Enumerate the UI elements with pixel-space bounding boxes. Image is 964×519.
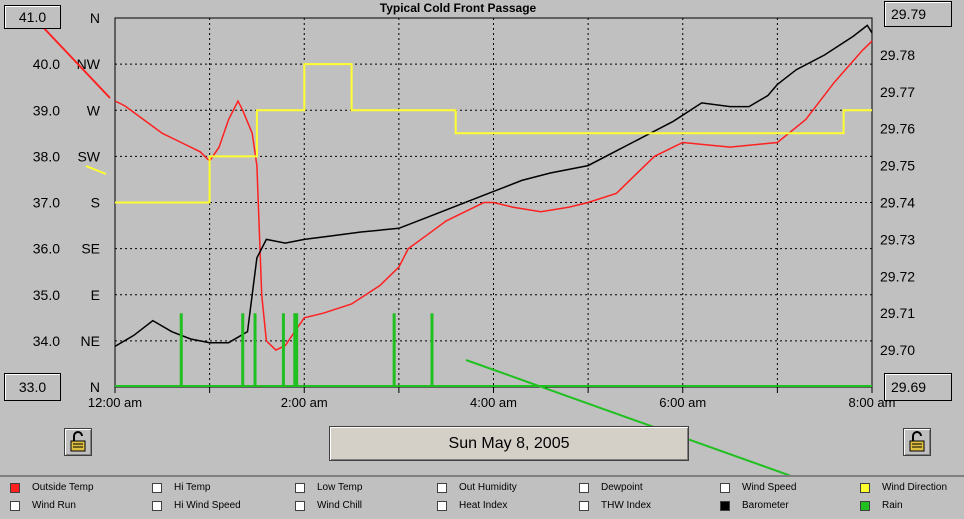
- legend-label: Wind Direction: [882, 482, 948, 493]
- x-tick-label: 4:00 am: [470, 395, 517, 410]
- wind-trend-indicator: [85, 165, 107, 175]
- legend-swatch[interactable]: [295, 483, 305, 493]
- legend-swatch[interactable]: [437, 483, 447, 493]
- legend-swatch[interactable]: [579, 483, 589, 493]
- legend-swatch[interactable]: [860, 501, 870, 511]
- x-tick-label: 2:00 am: [281, 395, 328, 410]
- padlock-icon: [70, 431, 86, 452]
- left-top-value: 41.0: [4, 5, 61, 29]
- legend-swatch[interactable]: [579, 501, 589, 511]
- y-direction-tick-label: NE: [81, 333, 100, 349]
- barometer-line: [114, 24, 873, 348]
- chart-title: Typical Cold Front Passage: [379, 1, 537, 15]
- legend-swatch[interactable]: [720, 483, 730, 493]
- x-tick-label: 12:00 am: [88, 395, 142, 410]
- y-direction-tick-label: N: [90, 379, 100, 395]
- wind-direction-line: [115, 63, 872, 204]
- legend-swatch[interactable]: [295, 501, 305, 511]
- y-direction-tick-label: W: [87, 102, 101, 118]
- legend-label: Barometer: [742, 500, 789, 511]
- padlock-icon: [909, 431, 925, 452]
- legend-label: THW Index: [601, 500, 652, 511]
- y-direction-tick-label: NW: [77, 56, 101, 72]
- grid-lines: [114, 18, 873, 393]
- legend-label: Outside Temp: [32, 482, 94, 493]
- date-button[interactable]: Sun May 8, 2005: [329, 426, 689, 461]
- legend-label: Low Temp: [317, 482, 363, 493]
- right-lock-icon[interactable]: [903, 428, 931, 456]
- x-tick-label: 6:00 am: [659, 395, 706, 410]
- legend-label: Rain: [882, 500, 903, 511]
- left-bottom-value: 33.0: [4, 373, 61, 401]
- legend-swatch[interactable]: [152, 501, 162, 511]
- y-right-tick-label: 29.70: [880, 342, 915, 358]
- legend-label: Dewpoint: [601, 482, 643, 493]
- outside-temp-line: [114, 40, 873, 352]
- rain-series: [115, 313, 872, 387]
- legend-label: Wind Run: [32, 500, 76, 511]
- y-right-tick-label: 29.77: [880, 84, 915, 100]
- y-left-tick-label: 36.0: [33, 241, 60, 257]
- x-tick-label: 8:00 am: [849, 395, 896, 410]
- y-left-tick-label: 38.0: [33, 148, 60, 164]
- y-left-tick-label: 40.0: [33, 56, 60, 72]
- right-top-value: 29.79: [884, 1, 952, 27]
- y-direction-tick-label: SW: [77, 148, 100, 164]
- left-lock-icon[interactable]: [64, 428, 92, 456]
- legend-swatch[interactable]: [720, 501, 730, 511]
- y-direction-tick-label: E: [91, 287, 100, 303]
- y-right-tick-label: 29.72: [880, 268, 915, 284]
- y-left-tick-label: 34.0: [33, 333, 60, 349]
- y-right-tick-label: 29.73: [880, 231, 915, 247]
- legend-label: Wind Speed: [742, 482, 797, 493]
- chart-plot: 12:00 am 2:00 am 4:00 am 6:00 am 8:00 am 40.0…: [33, 10, 931, 475]
- y-direction-tick-label: SE: [81, 241, 100, 257]
- legend-label: Out Humidity: [459, 482, 517, 493]
- y-right-tick-label: 29.78: [880, 47, 915, 63]
- legend-swatch[interactable]: [860, 483, 870, 493]
- legend-swatch[interactable]: [152, 483, 162, 493]
- legend-label: Hi Temp: [174, 482, 211, 493]
- y-direction-tick-label: S: [91, 195, 100, 211]
- y-right-tick-label: 29.74: [880, 195, 915, 211]
- y-direction-tick-label: N: [90, 10, 100, 26]
- y-left-tick-label: 35.0: [33, 287, 60, 303]
- legend-swatch[interactable]: [10, 501, 20, 511]
- legend-swatch[interactable]: [10, 483, 20, 493]
- legend-label: Wind Chill: [317, 500, 363, 511]
- y-left-tick-label: 39.0: [33, 102, 60, 118]
- y-right-tick-label: 29.71: [880, 305, 915, 321]
- y-left-tick-label: 37.0: [33, 195, 60, 211]
- legend-swatch[interactable]: [437, 501, 447, 511]
- legend-label: Hi Wind Speed: [174, 500, 241, 511]
- y-right-tick-label: 29.75: [880, 158, 915, 174]
- y-right-tick-label: 29.76: [880, 121, 915, 137]
- legend-label: Heat Index: [459, 500, 508, 511]
- series-legend: Outside Temp Hi Temp Low Temp Out Humidity D…: [0, 475, 964, 519]
- right-bottom-value: 29.69: [884, 373, 952, 401]
- temp-trend-indicator: [39, 23, 111, 99]
